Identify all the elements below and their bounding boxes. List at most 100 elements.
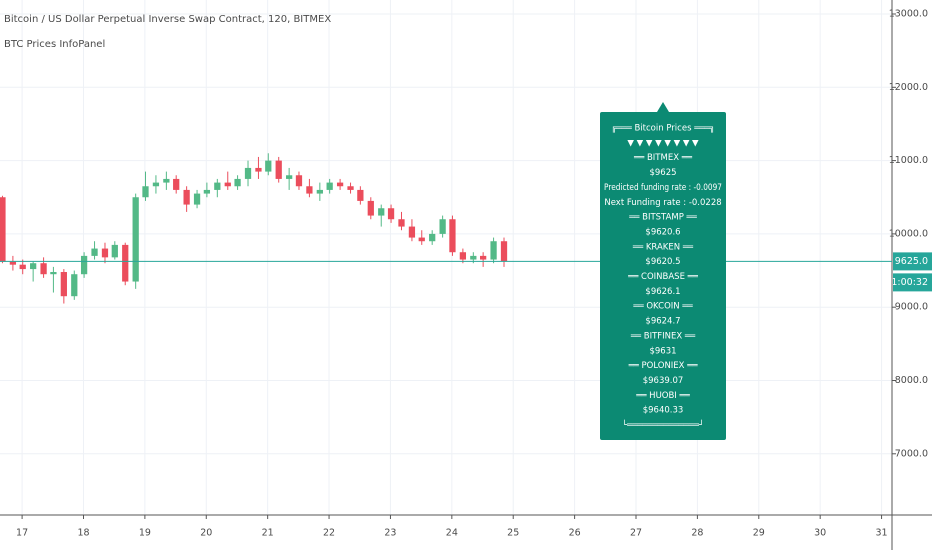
candle-body: [9, 261, 17, 265]
candle-body: [459, 252, 467, 260]
x-tick-label: 21: [262, 528, 274, 539]
candle-body: [183, 189, 190, 205]
candle-body: [50, 272, 57, 275]
candle-body: [378, 208, 385, 216]
x-tick-label: 17: [16, 528, 28, 539]
candle-body: [367, 200, 374, 216]
x-tick-label: 18: [77, 528, 89, 539]
x-tick-label: 27: [630, 528, 642, 539]
candle-body: [326, 182, 333, 190]
info-panel-line: ╔═══ Bitcoin Prices ═══╗: [611, 124, 714, 134]
y-tick-label: 7000.0: [895, 448, 928, 459]
info-panel-line: ▼ ▼ ▼ ▼ ▼ ▼ ▼ ▼: [627, 138, 699, 148]
candle-body: [224, 182, 231, 187]
info-panel-line: ══ COINBASE ══: [627, 272, 699, 282]
countdown: 01:00:32: [885, 277, 928, 288]
candle-body: [347, 186, 354, 190]
info-panel-line: $9620.6: [645, 227, 680, 237]
x-tick-label: 25: [507, 528, 519, 539]
candle-body: [132, 197, 139, 282]
candle-body: [418, 237, 425, 242]
candle-body: [60, 272, 67, 297]
candle-body: [286, 175, 293, 179]
candle-body: [234, 178, 241, 187]
info-panel-line: ══ OKCOIN ══: [632, 302, 693, 312]
y-tick-label: 12000.0: [889, 82, 928, 93]
indicator-name: BTC Prices InfoPanel: [4, 39, 105, 50]
info-panel-line: $9624.7: [645, 317, 680, 327]
candle-body: [71, 274, 78, 297]
x-tick-label: 26: [569, 528, 581, 539]
chart-title: Bitcoin / US Dollar Perpetual Inverse Sw…: [4, 14, 331, 25]
candle-body: [387, 208, 395, 220]
candle-body: [40, 263, 47, 275]
candle-body: [398, 219, 405, 227]
candle-body: [173, 178, 180, 190]
info-panel-line: $9640.33: [643, 406, 684, 416]
info-panel-line: ══ POLONIEX ══: [628, 361, 699, 371]
x-tick-label: 20: [200, 528, 212, 539]
x-tick-label: 24: [446, 528, 458, 539]
candle-body: [336, 182, 344, 187]
candle-body: [0, 197, 6, 262]
y-tick-label: 10000.0: [889, 228, 928, 239]
candle-body: [203, 189, 211, 194]
candle-body: [142, 186, 149, 198]
candle-body: [357, 189, 364, 201]
x-tick-label: 22: [323, 528, 335, 539]
candle-body: [214, 182, 221, 190]
info-panel-line: ══ HUOBI ══: [635, 391, 690, 401]
info-panel: ╔═══ Bitcoin Prices ═══╗ ▼ ▼ ▼ ▼ ▼ ▼ ▼ ▼ ═…: [600, 102, 726, 440]
info-panel-line: ══ BITFINEX ══: [630, 331, 696, 341]
overlay: 7000.0 8000.0 9000.0 10000.0 11000.0 12000.0 1…: [0, 9, 932, 539]
info-panel-line: Predicted funding rate : -0.0097: [604, 183, 722, 193]
candle-body: [439, 219, 446, 234]
x-tick-label: 28: [691, 528, 703, 539]
candle-body: [316, 189, 323, 194]
y-tick-label: 13000.0: [889, 9, 928, 20]
info-panel-line: $9631: [649, 346, 676, 356]
x-tick-label: 19: [139, 528, 151, 539]
countdown-box: [893, 273, 932, 292]
info-panel-line: ══ KRAKEN ══: [632, 242, 694, 252]
info-panel-line: ══ BITSTAMP ══: [628, 213, 697, 223]
x-tick-label: 30: [814, 528, 826, 539]
info-panel-line: Next Funding rate : -0.0228: [604, 198, 721, 208]
info-panel-box: [600, 112, 726, 440]
candle-body: [80, 255, 88, 275]
candle-body: [500, 241, 508, 262]
candle-body: [111, 244, 118, 258]
candle-body: [193, 193, 201, 205]
candle-body: [306, 186, 313, 194]
candle-body: [470, 255, 477, 260]
candle-body: [30, 263, 37, 270]
candle-body: [265, 160, 272, 172]
info-panel-line: $9639.07: [643, 376, 684, 386]
candle-body: [163, 178, 170, 183]
price-label: 9625.0: [895, 256, 928, 267]
info-panel-pointer: [657, 102, 669, 112]
candle-body: [408, 226, 416, 238]
info-panel-line: ══ BITMEX ══: [633, 153, 693, 163]
candle-body: [449, 219, 456, 253]
candle-body: [91, 248, 98, 256]
candle-body: [152, 182, 160, 187]
x-tick-label: 29: [753, 528, 765, 539]
candle-body: [19, 264, 26, 270]
x-tick-label: 31: [876, 528, 888, 539]
info-panel-line: $9620.5: [645, 257, 680, 267]
candle-body: [101, 248, 109, 258]
info-panel-line: └══════════════┘: [622, 420, 704, 431]
info-panel-line: $9625: [649, 168, 676, 178]
y-tick-label: 8000.0: [895, 375, 928, 386]
y-tick-label: 11000.0: [889, 155, 928, 166]
candle-body: [429, 233, 436, 242]
candle-body: [122, 244, 129, 282]
x-tick-label: 23: [384, 528, 396, 539]
candle-body: [255, 167, 262, 172]
price-label-box: [893, 252, 932, 271]
info-panel-line: $9626.1: [645, 287, 680, 297]
